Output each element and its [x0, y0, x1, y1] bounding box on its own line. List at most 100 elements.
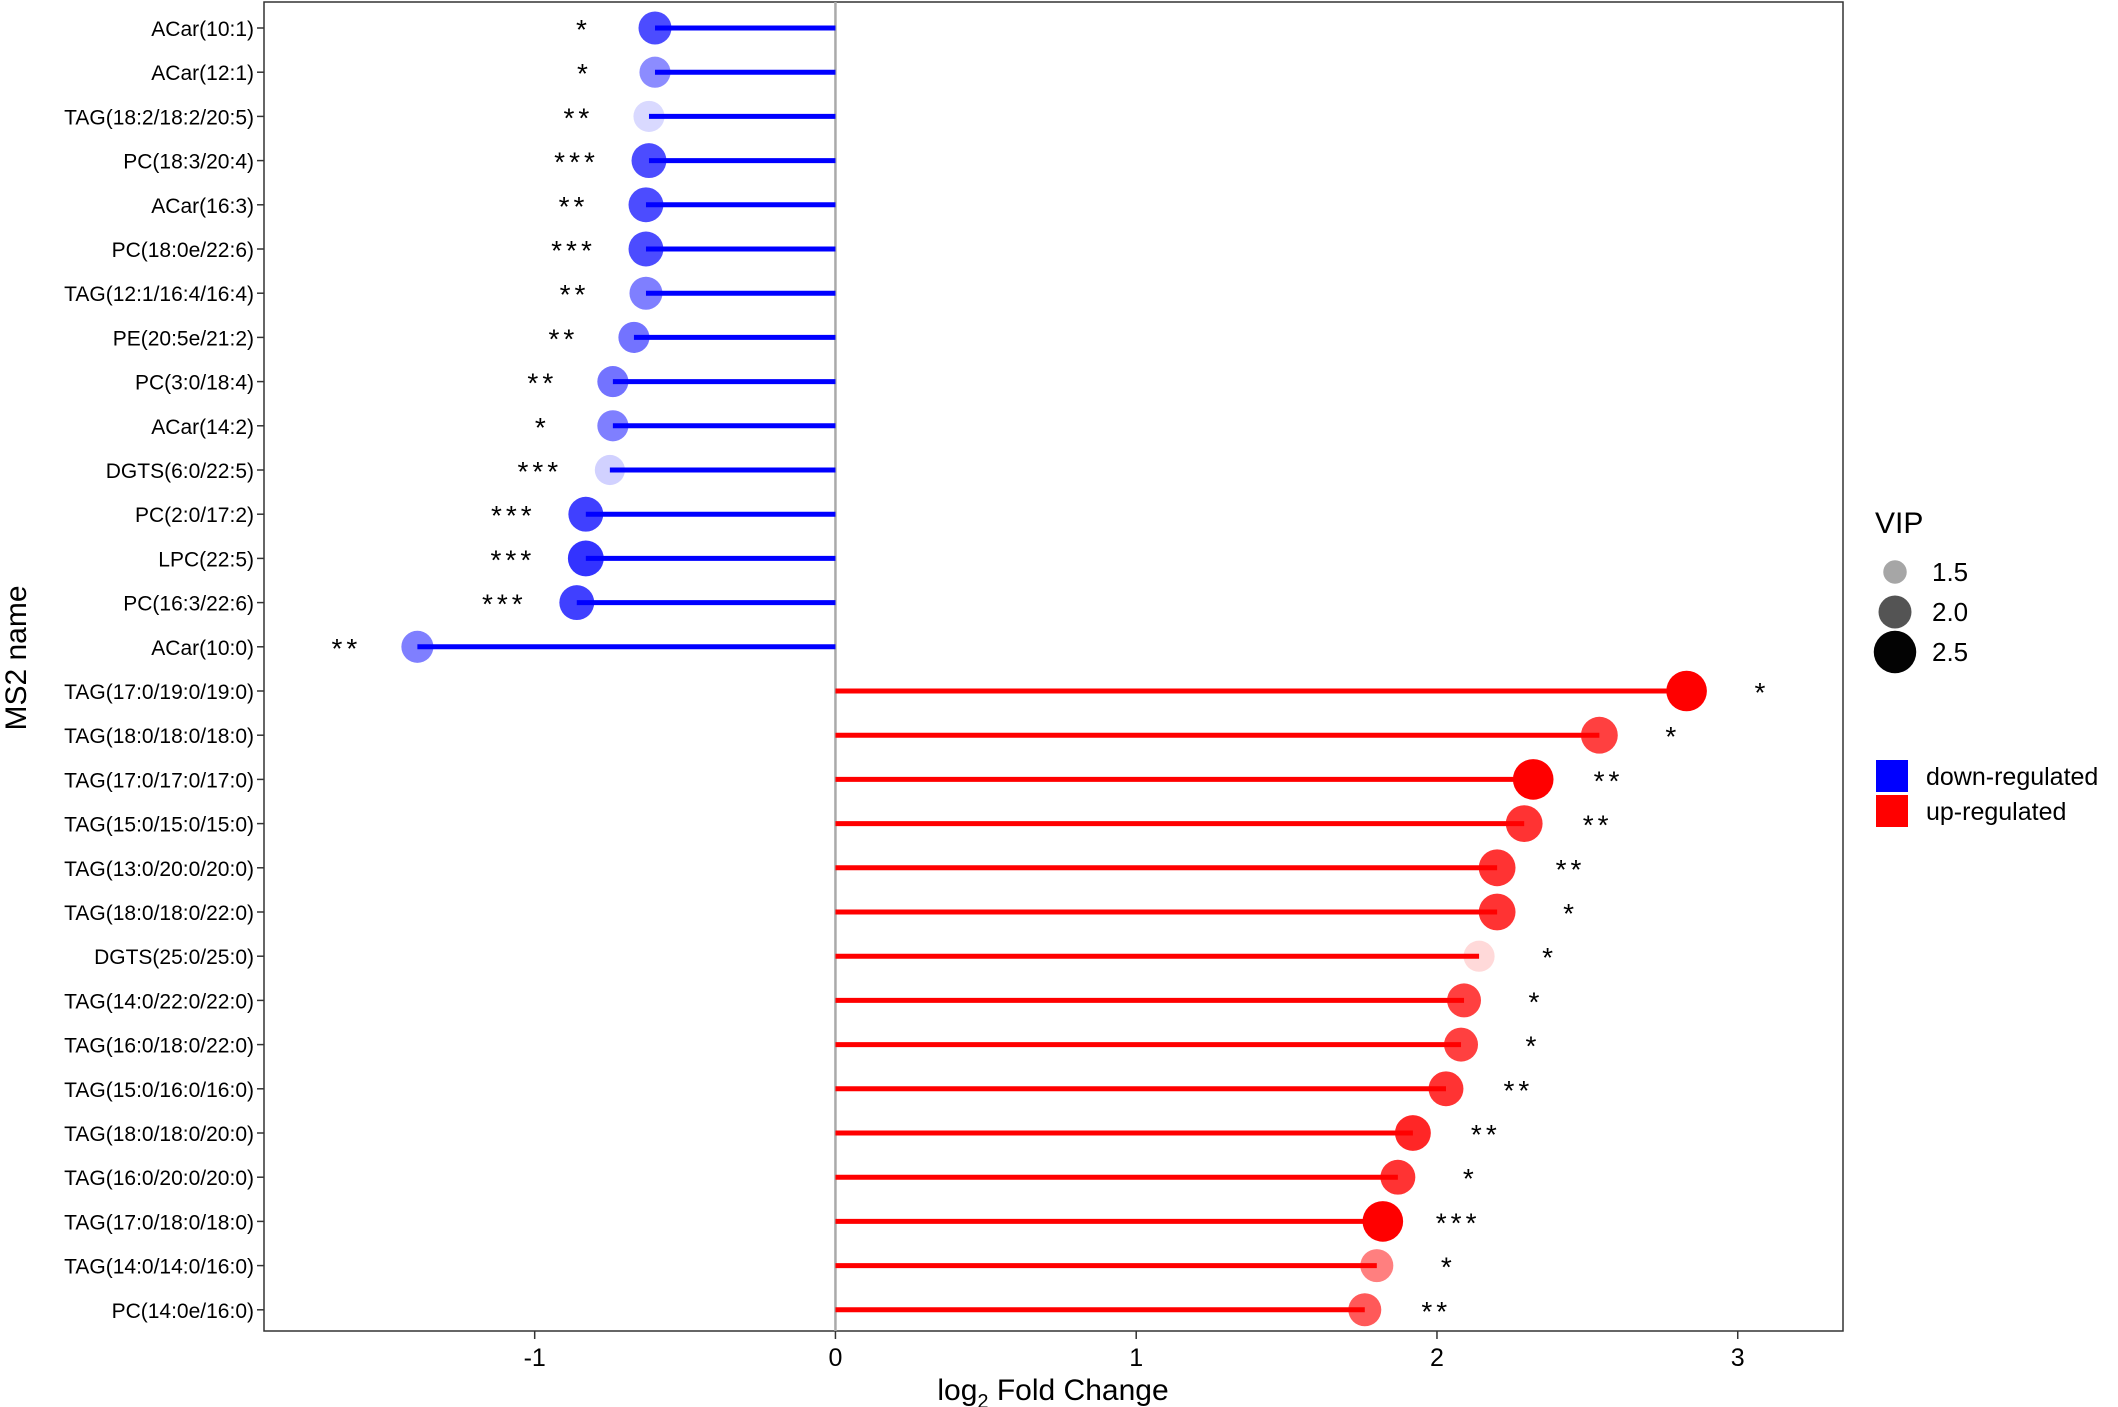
significance-label: *: [1665, 721, 1680, 752]
x-tick-label: 3: [1731, 1344, 1745, 1372]
legend-size-label: 2.5: [1932, 637, 1968, 667]
significance-label: **: [564, 102, 594, 133]
point: [568, 496, 604, 532]
significance-label: *: [1754, 677, 1769, 708]
point: [1463, 940, 1495, 972]
point: [597, 366, 629, 398]
y-tick-label: TAG(15:0/16:0/16:0): [64, 1079, 254, 1102]
y-tick-label: TAG(16:0/18:0/22:0): [64, 1035, 254, 1058]
significance-label: **: [331, 633, 361, 664]
y-tick-label: PE(20:5e/21:2): [113, 327, 254, 350]
y-tick-label: PC(3:0/18:4): [135, 372, 254, 395]
y-tick-label: LPC(22:5): [158, 548, 254, 571]
y-tick-label: ACar(10:1): [151, 18, 254, 41]
point: [633, 100, 665, 132]
significance-label: ***: [517, 456, 562, 487]
significance-label: ***: [491, 544, 536, 575]
y-tick-label: TAG(17:0/17:0/17:0): [64, 769, 254, 792]
point: [639, 56, 671, 88]
significance-label: *: [1529, 986, 1544, 1017]
point: [1505, 805, 1543, 842]
point: [1428, 1071, 1464, 1107]
y-tick-label: ACar(16:3): [151, 195, 254, 218]
point: [1444, 1027, 1479, 1062]
x-tick-label: 2: [1430, 1344, 1444, 1372]
y-tick-label: TAG(14:0/14:0/16:0): [64, 1256, 254, 1279]
significance-label: *: [1463, 1163, 1478, 1194]
y-tick-label: TAG(14:0/22:0/22:0): [64, 990, 254, 1013]
point: [1362, 1201, 1404, 1242]
legend-size-key: [1873, 630, 1917, 674]
legend-size-key: [1878, 595, 1912, 629]
significance-label: **: [1421, 1296, 1451, 1327]
significance-label: **: [1504, 1075, 1534, 1106]
x-tick-label: 0: [828, 1344, 842, 1372]
plot-panel: ****************************************…: [263, 1, 1844, 1332]
point: [1580, 716, 1618, 754]
significance-label: *: [1563, 898, 1578, 929]
y-tick-label: TAG(13:0/20:0/20:0): [64, 858, 254, 881]
significance-label: **: [559, 191, 589, 222]
point: [594, 454, 625, 486]
significance-label: ***: [482, 589, 527, 620]
significance-label: **: [527, 368, 557, 399]
y-tick-label: TAG(18:0/18:0/20:0): [64, 1123, 254, 1146]
point: [1348, 1293, 1382, 1327]
significance-label: ***: [554, 147, 599, 178]
point: [628, 231, 664, 267]
x-axis-title: log2 Fold Change: [937, 1374, 1168, 1407]
significance-label: ***: [551, 235, 596, 266]
significance-label: ***: [491, 500, 536, 531]
significance-label: **: [548, 323, 578, 354]
point: [1360, 1249, 1394, 1283]
significance-label: ***: [1436, 1207, 1481, 1238]
y-tick-label: PC(18:0e/22:6): [112, 239, 254, 262]
y-tick-label: ACar(14:2): [151, 416, 254, 439]
point: [1478, 893, 1516, 931]
y-tick-label: ACar(12:1): [151, 62, 254, 85]
y-tick-label: DGTS(6:0/22:5): [106, 460, 254, 483]
y-tick-label: TAG(17:0/19:0/19:0): [64, 681, 254, 704]
point: [629, 276, 663, 310]
y-tick-label: TAG(16:0/20:0/20:0): [64, 1167, 254, 1190]
point: [628, 187, 664, 223]
y-axis-labels: ACar(10:1) ACar(12:1) TAG(18:2/18:2/20:5) P…: [64, 18, 264, 1323]
significance-label: *: [577, 58, 592, 89]
point: [567, 540, 604, 577]
point: [1478, 849, 1516, 887]
legend-size-label: 1.5: [1932, 557, 1968, 587]
x-tick-label: -1: [524, 1344, 546, 1372]
legend-color-key: [1876, 795, 1908, 827]
y-tick-label: TAG(18:0/18:0/22:0): [64, 902, 254, 925]
significance-label: **: [1471, 1119, 1501, 1150]
point: [1512, 759, 1554, 800]
legend: VIP 1.5 2.0 2.5 down-regulated up-regulated: [1873, 507, 2098, 827]
y-tick-label: TAG(18:2/18:2/20:5): [64, 106, 254, 129]
significance-label: *: [1441, 1252, 1456, 1283]
y-tick-label: PC(16:3/22:6): [123, 593, 254, 616]
panel-border: [263, 1, 1844, 1332]
legend-color-label: up-regulated: [1926, 798, 2066, 826]
legend-title: VIP: [1875, 507, 1923, 540]
significance-label: *: [1542, 942, 1557, 973]
y-tick-label: DGTS(25:0/25:0): [94, 946, 254, 969]
y-tick-label: TAG(15:0/15:0/15:0): [64, 814, 254, 837]
point: [638, 11, 672, 45]
significance-label: **: [1594, 765, 1624, 796]
x-axis: -1 0 1 2 3: [524, 1331, 1745, 1372]
significance-label: **: [1556, 854, 1586, 885]
point: [618, 321, 650, 353]
significance-label: *: [1526, 1031, 1541, 1062]
y-tick-label: ACar(10:0): [151, 637, 254, 660]
point: [1666, 670, 1707, 712]
legend-size-key: [1883, 560, 1907, 584]
point: [631, 143, 667, 179]
significance-label: *: [535, 412, 550, 443]
y-tick-label: TAG(18:0/18:0/18:0): [64, 725, 254, 748]
point: [401, 630, 434, 663]
point: [597, 410, 629, 442]
point: [1380, 1159, 1416, 1195]
significance-label: **: [560, 279, 590, 310]
y-tick-label: TAG(12:1/16:4/16:4): [64, 283, 254, 306]
